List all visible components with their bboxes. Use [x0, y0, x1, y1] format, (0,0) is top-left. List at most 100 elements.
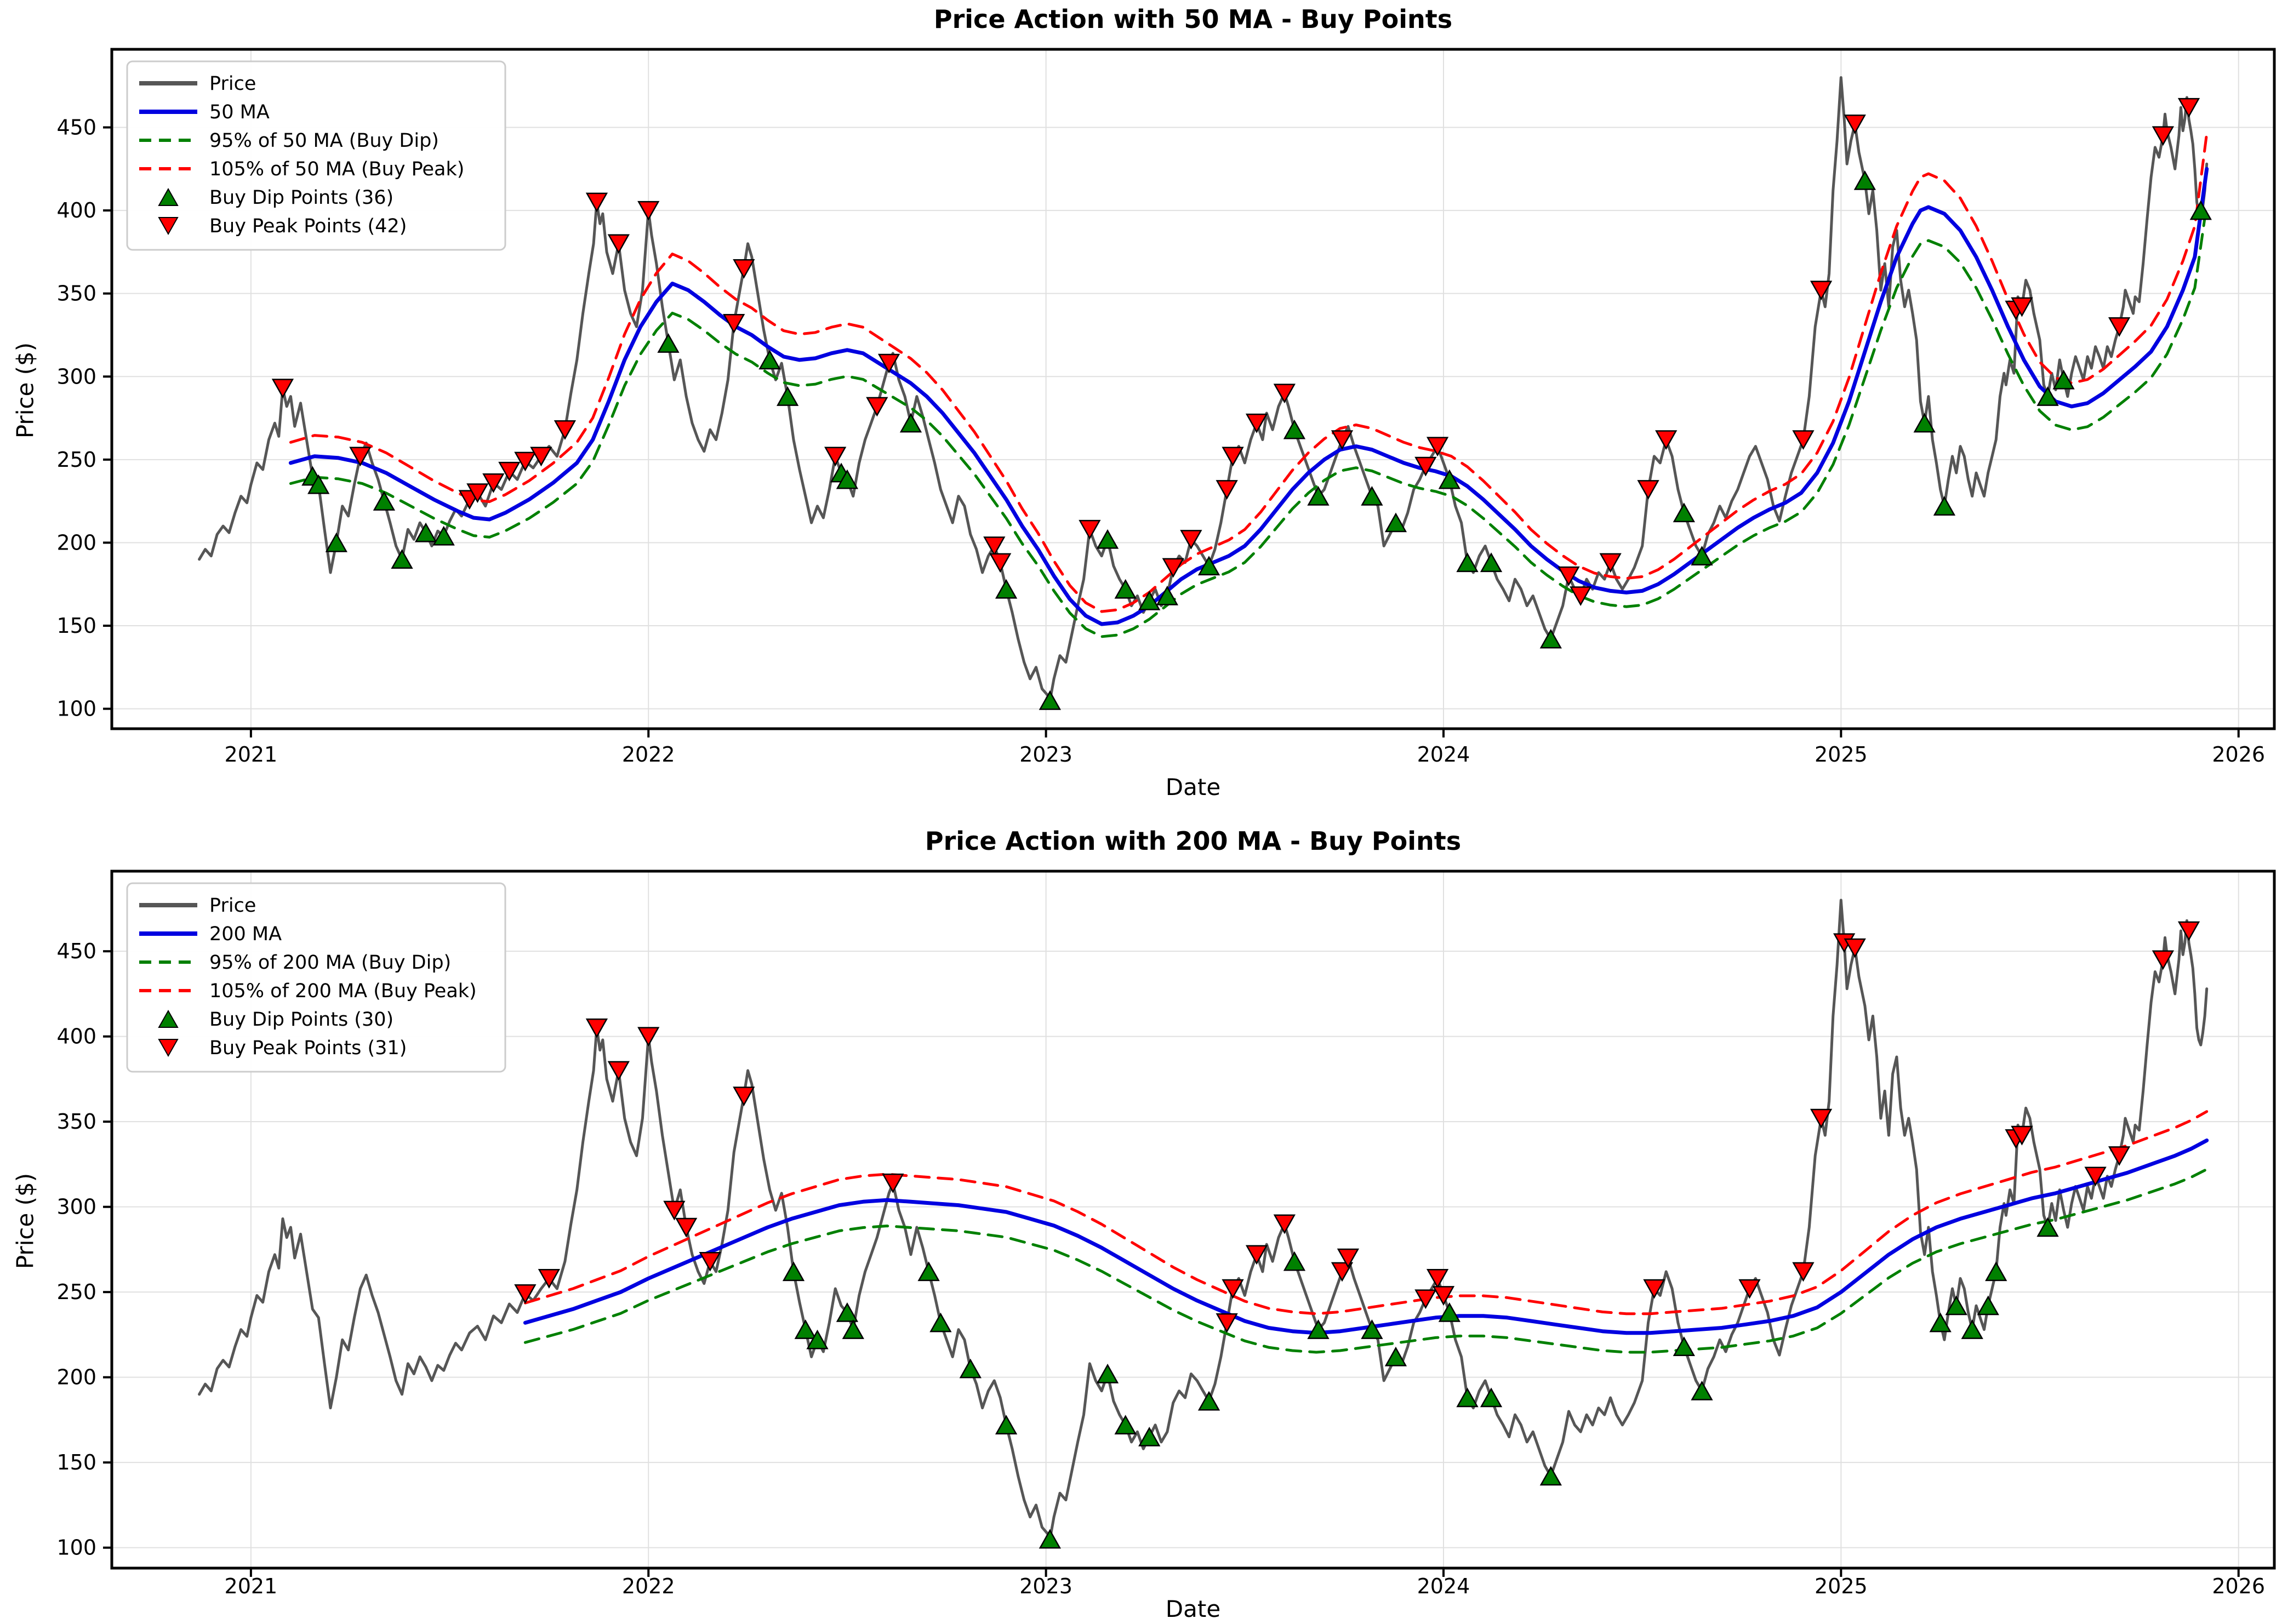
buy-peak-marker — [1414, 456, 1437, 477]
buy-peak-marker — [1599, 553, 1622, 573]
buy-dip-marker — [776, 386, 799, 406]
legend-label: Price — [209, 73, 256, 95]
chart1-title: Price Action with 50 MA - Buy Points — [933, 4, 1453, 34]
buy-dip-marker — [1961, 1319, 1983, 1339]
buy-peak-marker — [1162, 558, 1184, 578]
buy-dip-marker — [2036, 386, 2059, 406]
buy-dip-marker — [1945, 1295, 1967, 1316]
buy-dip-marker — [1114, 579, 1137, 599]
legend-label: Buy Dip Points (30) — [209, 1009, 393, 1031]
buy-peak-marker — [1216, 1313, 1238, 1333]
buy-dip-marker — [794, 1319, 817, 1339]
buy-peak-marker — [1180, 530, 1202, 550]
y-tick-label: 400 — [56, 1025, 96, 1049]
buy-dip-marker — [1039, 690, 1062, 710]
buy-dip-marker — [1096, 529, 1119, 549]
buy-peak-marker — [733, 259, 755, 279]
legend-label: 50 MA — [209, 101, 270, 123]
buy-dip-marker — [1539, 1466, 1562, 1486]
buy-peak-marker — [1426, 1269, 1449, 1289]
buy-peak-marker — [1643, 1279, 1665, 1299]
y-tick-label: 250 — [56, 1280, 96, 1304]
buy-dip-marker — [1197, 556, 1220, 576]
y-tick-label: 300 — [56, 364, 96, 388]
y-tick-label: 350 — [56, 1110, 96, 1134]
buy-dip-marker — [432, 525, 455, 546]
x-tick-label: 2024 — [1417, 1574, 1470, 1598]
plot-border — [110, 870, 2276, 1570]
buy-peak-marker — [498, 461, 521, 482]
buy-peak-marker — [882, 1173, 904, 1193]
buy-peak-marker — [723, 313, 745, 334]
buy-dip-marker — [1283, 419, 1306, 439]
buy-peak-marker — [585, 1018, 608, 1038]
ma-line — [523, 1138, 2209, 1335]
buy-dip-marker — [1929, 1312, 1952, 1333]
buy-peak-marker — [983, 536, 1006, 557]
buy-peak-marker — [466, 483, 489, 504]
legend-box — [126, 60, 506, 251]
buy-peak-marker — [1222, 447, 1244, 467]
buy-dip-marker — [758, 350, 781, 370]
buy-peak-band-line — [289, 132, 2209, 613]
buy-peak-marker — [1331, 430, 1354, 450]
buy-peak-marker — [675, 1217, 698, 1238]
buy-peak-marker — [1273, 1214, 1296, 1234]
buy-dip-marker — [1197, 1391, 1220, 1411]
buy-dip-marker — [1096, 1363, 1119, 1383]
buy-peak-marker — [637, 1027, 660, 1047]
buy-dip-marker — [1539, 628, 1562, 649]
y-tick-label: 450 — [56, 115, 96, 139]
y-tick-label: 400 — [56, 198, 96, 222]
buy-dip-band-line — [289, 203, 2209, 638]
legend-dip-triangle-icon — [158, 1009, 179, 1028]
buy-dip-marker — [1480, 1387, 1503, 1408]
buy-peak-marker — [530, 447, 552, 467]
buy-dip-marker — [1480, 552, 1503, 573]
buy-peak-marker — [2152, 126, 2175, 146]
y-tick-label: 250 — [56, 448, 96, 472]
buy-dip-marker — [1933, 496, 1956, 516]
buy-peak-marker — [699, 1251, 721, 1272]
y-tick-label: 150 — [56, 614, 96, 638]
chart2-title: Price Action with 200 MA - Buy Points — [925, 826, 1462, 856]
buy-peak-marker — [1216, 480, 1238, 500]
buy-dip-marker — [1138, 1426, 1161, 1446]
buy-dip-marker — [325, 532, 347, 552]
buy-peak-marker — [2011, 297, 2033, 317]
y-tick-label: 350 — [56, 282, 96, 306]
buy-peak-marker — [1792, 1262, 1815, 1282]
buy-dip-marker — [995, 579, 1018, 599]
buy-dip-marker — [899, 413, 922, 433]
y-tick-label: 150 — [56, 1450, 96, 1474]
buy-dip-marker — [1283, 1251, 1306, 1271]
buy-dip-marker — [1977, 1295, 1999, 1316]
legend-peak-triangle-icon — [158, 1039, 179, 1057]
buy-dip-marker — [1438, 1302, 1461, 1322]
legend-label: Buy Dip Points (36) — [209, 187, 393, 209]
buy-dip-band-line — [523, 1168, 2209, 1354]
buy-dip-marker — [391, 549, 413, 569]
legend-label: 105% of 200 MA (Buy Peak) — [209, 980, 477, 1002]
x-tick-label: 2021 — [225, 742, 278, 767]
buy-dip-marker — [995, 1415, 1018, 1435]
buy-peak-marker — [1337, 1248, 1360, 1268]
buy-peak-marker — [1222, 1279, 1244, 1299]
buy-dip-marker — [1691, 1381, 1713, 1400]
legend-label: 200 MA — [209, 923, 282, 945]
buy-dip-marker — [414, 522, 437, 542]
buy-peak-marker — [1558, 566, 1580, 586]
buy-peak-marker — [607, 234, 630, 254]
buy-peak-marker — [585, 192, 608, 213]
buy-dip-marker — [929, 1312, 952, 1333]
buy-peak-marker — [1432, 1286, 1455, 1306]
buy-dip-marker — [1456, 552, 1479, 573]
price-line — [198, 899, 2209, 1541]
buy-peak-marker — [607, 1061, 630, 1081]
buy-peak-marker — [1844, 938, 1866, 958]
buy-peak-marker — [1792, 430, 1815, 450]
buy-peak-marker — [1426, 437, 1449, 457]
buy-dip-marker — [1039, 1529, 1062, 1549]
buy-peak-marker — [2108, 317, 2131, 337]
